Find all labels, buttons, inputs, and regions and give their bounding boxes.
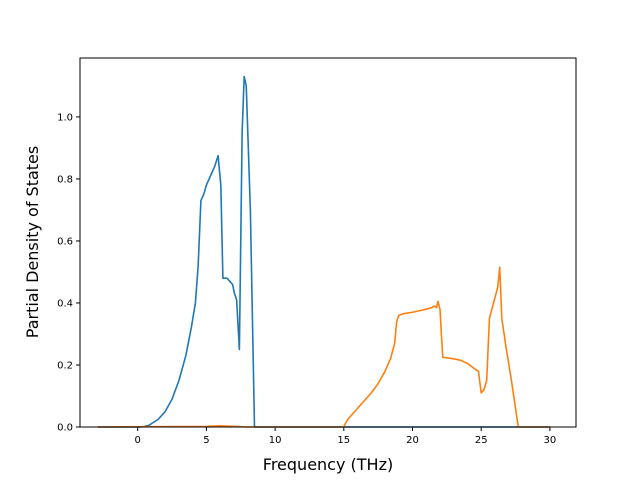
series-line-1 [97,75,550,428]
y-axis-ticks: 0.0 0.2 0.4 0.6 0.8 1.0 [57,112,80,434]
y-tick-label: 0.6 [57,236,73,247]
x-axis-title: Frequency (THz) [263,455,393,474]
x-tick-label: 30 [544,435,557,446]
series-line-2 [97,266,550,428]
y-axis-title: Partial Density of States [23,146,42,338]
x-tick-label: 10 [269,435,282,446]
x-tick-label: 15 [337,435,350,446]
plot-background [80,58,576,427]
plot-frame [79,57,577,428]
y-tick-label: 1.0 [57,112,73,123]
y-tick-label: 0.0 [57,423,73,434]
x-tick-label: 25 [475,435,488,446]
x-tick-label: 5 [203,435,209,446]
y-tick-label: 0.2 [57,360,73,371]
y-tick-label: 0.8 [57,174,73,185]
y-tick-label: 0.4 [57,298,73,309]
x-tick-label: 0 [135,435,141,446]
series-layer [97,75,550,428]
x-tick-label: 20 [406,435,419,446]
x-axis-ticks: 0 5 10 15 20 25 30 [135,427,557,446]
